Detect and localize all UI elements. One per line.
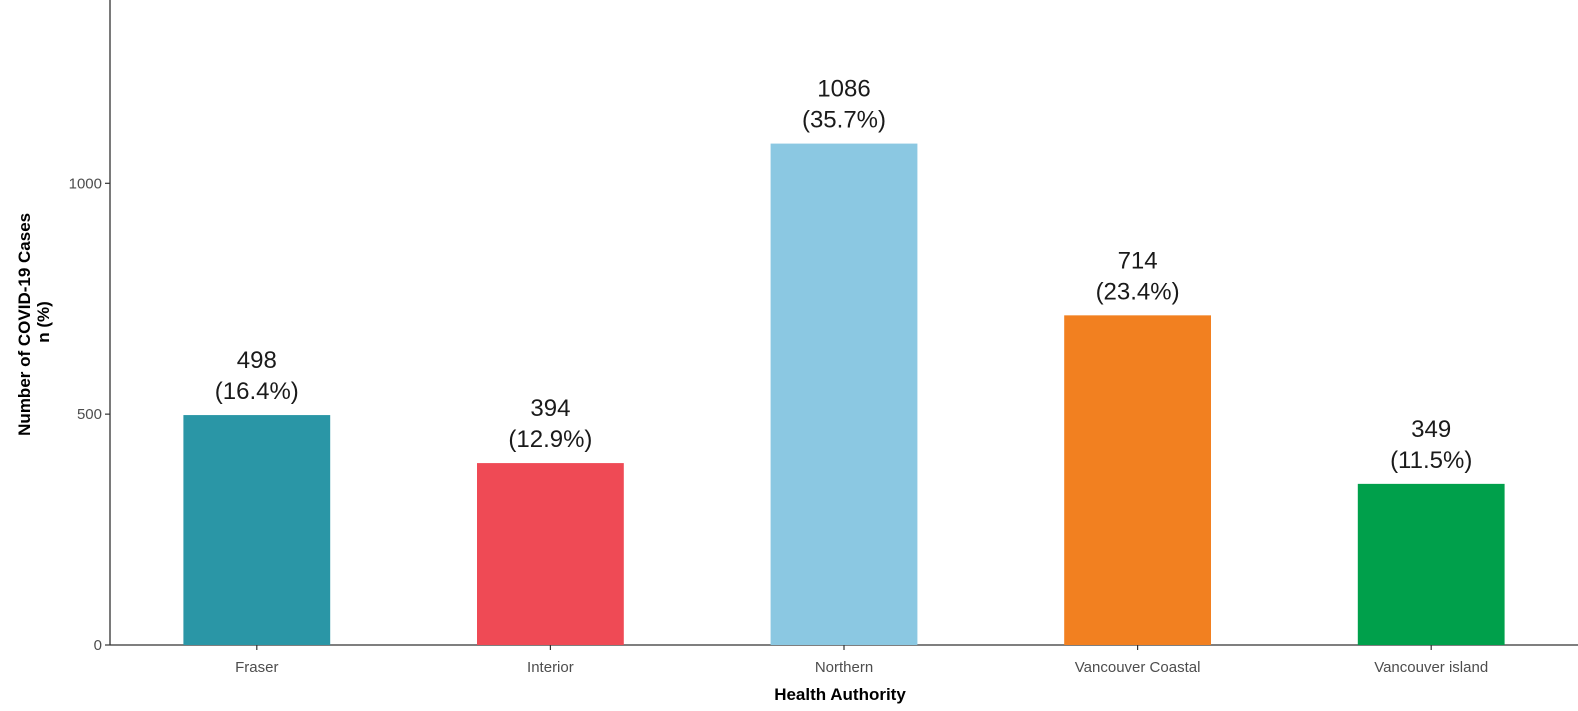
bar-value-label: 1086 (817, 76, 870, 103)
bar (183, 415, 331, 645)
x-tick-label: Vancouver island (1374, 659, 1488, 676)
bars (183, 143, 1505, 645)
bar (770, 143, 918, 645)
bar (477, 463, 624, 645)
y-tick-label: 1000 (69, 175, 102, 192)
x-tick-label: Northern (815, 659, 873, 676)
x-tick-label: Fraser (235, 659, 278, 676)
x-axis-title: Health Authority (774, 685, 906, 704)
y-tick-label: 500 (77, 406, 102, 423)
bar-value-label: 394 (530, 395, 570, 422)
bar (1357, 483, 1505, 645)
bar-percent-label: (16.4%) (215, 378, 299, 405)
bar (1064, 315, 1211, 645)
bar-percent-label: (11.5%) (1390, 447, 1472, 474)
bar-percent-label: (12.9%) (508, 426, 592, 453)
y-tick-label: 0 (94, 637, 102, 654)
bar-value-label: 498 (237, 347, 277, 374)
bar-value-label: 714 (1118, 247, 1158, 274)
y-axis-title-line-2: n (%) (34, 301, 53, 343)
x-tick-label: Vancouver Coastal (1075, 659, 1201, 676)
axes: 0 500 1000 Fraser Interior Northern Vancouver … (69, 0, 1578, 676)
bar-percent-label: (23.4%) (1096, 278, 1180, 305)
bar-percent-label: (35.7%) (802, 107, 886, 134)
x-tick-label: Interior (527, 659, 574, 676)
bar-value-label: 349 (1411, 416, 1451, 443)
y-axis-title-line-1: Number of COVID-19 Cases (15, 213, 34, 436)
data-labels: (16.4%) 498 (12.9%) 394 (35.7%) 1086 (23.4%) 71… (215, 76, 1473, 474)
y-axis-title: Number of COVID-19 Cases n (%) (15, 208, 53, 436)
